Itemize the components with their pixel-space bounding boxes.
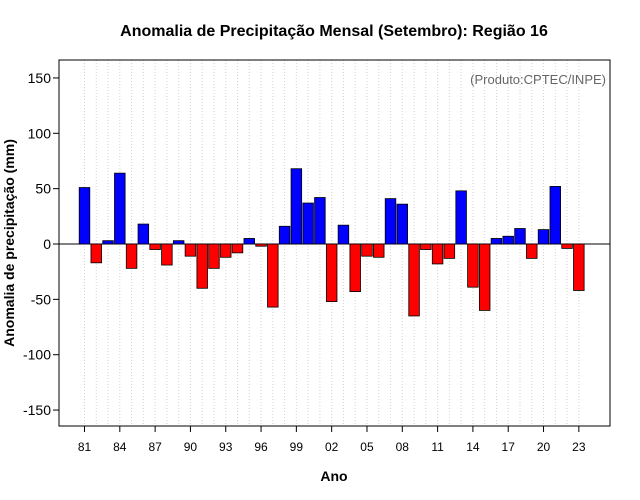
bar-1993 [220, 243, 232, 258]
bar-2006 [373, 243, 385, 258]
bar-2018 [514, 228, 526, 245]
x-tick-label: 20 [537, 440, 551, 454]
product-annotation: (Produto:CPTEC/INPE) [470, 72, 606, 87]
bar-2023 [573, 243, 585, 291]
x-tick-label: 81 [78, 440, 92, 454]
bar-1987 [149, 243, 161, 250]
bar-2015 [478, 243, 491, 311]
x-tick-label: 17 [502, 440, 516, 454]
y-tick-label: 100 [28, 125, 52, 141]
bar-1984 [114, 172, 126, 245]
y-tick-label: 50 [35, 181, 51, 197]
y-tick-label: 150 [28, 70, 52, 86]
bar-1988 [161, 243, 173, 266]
bar-2001 [314, 197, 326, 245]
bar-2000 [302, 202, 314, 245]
bar-2019 [526, 243, 538, 259]
y-tick-label: -150 [23, 402, 51, 418]
y-tick-label: -100 [23, 347, 51, 363]
chart-title: Anomalia de Precipitação Mensal (Setembr… [120, 23, 548, 40]
bar-1985 [125, 243, 138, 269]
bar-2003 [337, 224, 350, 245]
x-tick-label: 90 [184, 440, 198, 454]
bar-2008 [396, 203, 408, 245]
bar-2002 [325, 243, 338, 302]
bar-1986 [137, 223, 150, 245]
x-axis-label: Ano [320, 468, 347, 484]
bar-1997 [267, 243, 279, 308]
bar-2017 [502, 235, 514, 245]
x-tick-label: 08 [396, 440, 410, 454]
bar-2013 [455, 190, 467, 245]
bar-1989 [172, 240, 185, 245]
x-tick-label: 93 [219, 440, 233, 454]
bar-2004 [349, 243, 361, 293]
bar-1983 [102, 240, 114, 245]
x-tick-label: 87 [148, 440, 162, 454]
y-tick-label: -50 [31, 291, 51, 307]
bar-1998 [278, 225, 291, 245]
x-axis: 81 84 87 90 93 96 99 02 05 08 11 14 17 20 23 [78, 426, 586, 454]
x-tick-label: 11 [431, 440, 444, 454]
bar-2007 [384, 198, 397, 245]
x-tick-label: 14 [466, 440, 480, 454]
bar-2014 [467, 243, 479, 288]
x-tick-label: 96 [254, 440, 268, 454]
x-tick-label: 99 [290, 440, 304, 454]
bar-1996 [255, 243, 267, 247]
y-axis: -150 -100 -50 0 50 100 150 [23, 70, 59, 418]
bar-2009 [408, 243, 420, 317]
bar-1995 [243, 238, 255, 245]
y-axis-label: Anomalia de precipitação (mm) [1, 139, 17, 347]
bar-1991 [196, 243, 208, 289]
bars [78, 168, 585, 317]
bar-1999 [290, 168, 303, 245]
bar-2005 [361, 243, 373, 257]
x-tick-label: 23 [572, 440, 586, 454]
x-tick-label: 05 [360, 440, 374, 454]
x-tick-label: 84 [113, 440, 127, 454]
bar-2016 [490, 238, 503, 245]
bar-1982 [90, 243, 102, 264]
plot-frame [58, 59, 611, 427]
bar-1992 [208, 243, 220, 269]
bar-1990 [184, 243, 197, 257]
bar-2012 [443, 243, 456, 259]
bar-2022 [561, 243, 573, 249]
bar-2011 [431, 243, 444, 265]
bar-2010 [420, 243, 432, 250]
bar-2020 [537, 229, 550, 245]
x-tick-label: 02 [325, 440, 339, 454]
y-tick-label: 0 [43, 236, 51, 252]
bar-1981 [78, 187, 91, 245]
bar-2021 [549, 186, 562, 245]
bar-1994 [231, 243, 244, 254]
